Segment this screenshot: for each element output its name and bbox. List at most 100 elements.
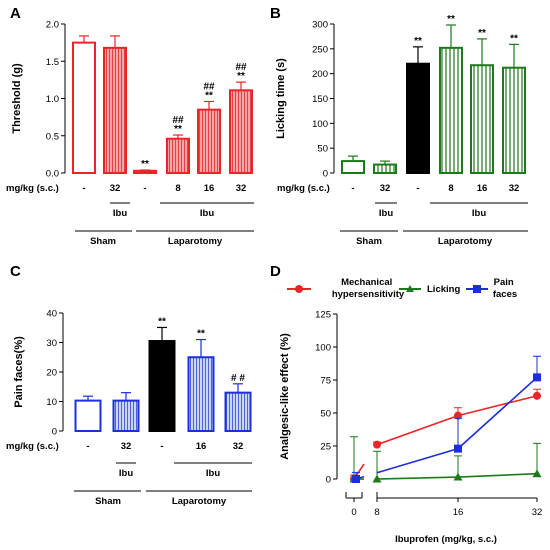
dose-label: 32 [110, 183, 121, 194]
bar [148, 340, 176, 432]
data-point [352, 475, 360, 483]
significance-label: ** [158, 316, 166, 327]
data-point [373, 440, 381, 449]
dose-label: 8 [448, 183, 453, 194]
series-line-segment [376, 447, 459, 474]
dose-label: 32 [233, 441, 244, 452]
y-tick-label: 300 [312, 20, 328, 31]
ibu-label-a1: Ibu [113, 208, 127, 219]
bar [439, 46, 463, 175]
data-point [533, 391, 541, 400]
ibu-label-a2: Ibu [200, 208, 214, 219]
sham-label-b: Sham [356, 236, 382, 247]
chart-b: 0 50 100 150 200 250 300 Licking time (s) - 32 ** -… [275, 14, 526, 194]
dose-row-label-b: mg/kg (s.c.) [277, 183, 330, 194]
panel-label-a: A [10, 5, 21, 22]
y-tick-label: 2.0 [46, 20, 59, 31]
dose-label: - [160, 441, 163, 452]
significance-label: ** [510, 33, 518, 44]
bar [373, 163, 397, 175]
bar [72, 41, 96, 174]
chart-c: 0 10 20 30 40 Pain faces(%) - 32 ** - ** 16 # # 32 [13, 309, 252, 452]
panel-label-d: D [270, 263, 281, 280]
significance-label: ** [174, 124, 182, 135]
dose-label: - [86, 441, 89, 452]
y-tick-label: 250 [312, 44, 328, 55]
x-axis-label: Ibuprofen (mg/kg, s.c.) [395, 534, 497, 545]
legend-marker-pain [473, 285, 481, 293]
significance-label: ** [447, 14, 455, 25]
ibu-label-c1: Ibu [119, 468, 133, 479]
significance-label: # # [231, 373, 245, 384]
legend-pain-line2: faces [493, 289, 517, 300]
y-tick-label: 125 [315, 310, 331, 321]
significance-label: ** [478, 28, 486, 39]
dose-label: 32 [121, 441, 132, 452]
y-axis-label: Threshold (g) [11, 63, 23, 134]
legend-label-licking: Licking [427, 284, 460, 295]
legend-marker-mechanical [295, 285, 303, 293]
y-tick-label: 30 [46, 338, 57, 349]
legend-label-mechanical: Mechanical hypersensitivity [332, 277, 405, 300]
series-line-segment [457, 472, 538, 478]
x-tick-label: 8 [374, 507, 379, 518]
laparotomy-label-b: Laparotomy [438, 236, 493, 247]
significance-label: ** [205, 90, 213, 101]
data-point [533, 373, 541, 382]
series-line-segment [376, 414, 459, 446]
data-point [453, 472, 463, 481]
dose-label: 32 [380, 183, 391, 194]
y-tick-label: 150 [312, 94, 328, 105]
bar [224, 391, 252, 432]
y-tick-label: 0 [323, 169, 328, 180]
series-line-segment [376, 476, 459, 480]
dose-row-label-a: mg/kg (s.c.) [6, 183, 59, 194]
legend-marker-licking [406, 285, 414, 292]
panel-label-b: B [270, 5, 281, 22]
laparotomy-label-c: Laparotomy [172, 496, 227, 507]
y-tick-label: 10 [46, 397, 57, 408]
panel-label-c: C [10, 263, 21, 280]
dose-label: 16 [196, 441, 207, 452]
data-point [372, 474, 382, 483]
significance-label: ** [237, 71, 245, 82]
y-tick-label: 200 [312, 69, 328, 80]
bar [166, 137, 190, 174]
bar [197, 108, 221, 175]
significance-label: ** [414, 36, 422, 47]
data-point [532, 469, 542, 478]
y-axis-label: Analgesic-like effect (%) [279, 333, 291, 460]
significance-label: ## [203, 81, 215, 92]
legend-mechanical-line2: hypersensitivity [332, 289, 405, 300]
legend-mechanical-line1: Mechanical [341, 277, 392, 288]
ibu-label-b2: Ibu [472, 208, 486, 219]
x-tick-label: 16 [453, 507, 464, 518]
y-tick-label: 0.0 [46, 169, 59, 180]
y-tick-label: 0 [52, 427, 57, 438]
ibu-label-b1: Ibu [379, 208, 393, 219]
sham-label-c: Sham [95, 496, 121, 507]
y-axis-label: Licking time (s) [275, 58, 287, 139]
y-tick-label: 50 [317, 144, 328, 155]
bar [502, 66, 526, 174]
bar [229, 89, 253, 174]
dose-label: - [143, 183, 146, 194]
dose-label: 16 [477, 183, 488, 194]
dose-label: - [416, 183, 419, 194]
y-axis-label: Pain faces(%) [13, 336, 25, 408]
sham-label-a: Sham [90, 236, 116, 247]
y-tick-label: 100 [312, 119, 328, 130]
legend-label-pain: Pain faces [493, 277, 517, 300]
dose-row-label-c: mg/kg (s.c.) [6, 441, 59, 452]
y-tick-label: 75 [320, 376, 331, 387]
y-tick-label: 20 [46, 368, 57, 379]
legend-d: Mechanical hypersensitivity Licking Pain… [287, 277, 517, 300]
bar [103, 46, 127, 175]
dose-label: - [82, 183, 85, 194]
bar [133, 169, 157, 174]
significance-label: ## [235, 62, 247, 73]
y-tick-label: 0.5 [46, 131, 59, 142]
legend-pain-line1: Pain [494, 277, 514, 288]
series-line-segment [457, 376, 538, 450]
